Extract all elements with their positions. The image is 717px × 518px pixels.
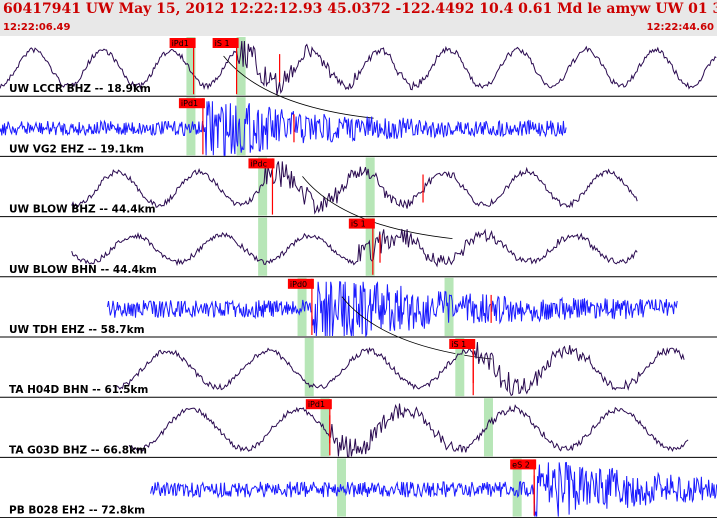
trace-3: iPdc UW BLOW BHZ -- 44.4km	[0, 157, 717, 239]
pick-flag[interactable]	[510, 459, 537, 470]
pick-label: iPd1	[172, 39, 189, 48]
pick-flag[interactable]	[248, 158, 275, 169]
waveform	[114, 341, 685, 397]
trace-label: TA H04D BHN -- 61.5km	[9, 384, 148, 396]
trace-label: UW TDH EHZ -- 58.7km	[9, 324, 145, 336]
pick-label: iPd0	[290, 280, 307, 289]
phase-window	[186, 97, 196, 156]
phase-window	[236, 97, 246, 156]
trace-label: UW VG2 EHZ -- 19.1km	[9, 143, 144, 155]
trace-label: TA G03D BHZ -- 66.8km	[9, 444, 147, 456]
trace-6: iS 1 TA H04D BHN -- 61.5km	[0, 338, 717, 398]
pick-label: eS 2	[512, 460, 530, 469]
event-header: 60417941 UW May 15, 2012 12:22:12.93 45.…	[0, 0, 717, 36]
trace-7: iPd1 TA G03D BHZ -- 66.8km	[0, 398, 717, 458]
pick-flag[interactable]	[212, 38, 239, 48]
phase-window	[258, 157, 268, 216]
pick-label: iPd1	[181, 99, 198, 108]
pick-flag[interactable]	[287, 278, 314, 289]
phase-window	[236, 37, 246, 96]
phase-window	[455, 338, 465, 397]
waveform	[128, 403, 689, 457]
phase-window	[320, 398, 330, 457]
travel-time-curve	[341, 296, 492, 360]
trace-label: PB B028 EH2 -- 72.8km	[9, 505, 145, 517]
pick-flag[interactable]	[305, 399, 332, 410]
pick-flag[interactable]	[449, 339, 476, 349]
trace-label: UW BLOW BHN -- 44.4km	[9, 264, 157, 276]
trace-8: eS 2 PB B028 EH2 -- 72.8km	[0, 458, 717, 518]
waveform	[150, 461, 717, 517]
waveform	[0, 101, 567, 156]
seismogram-plot: iPd1 iS 1 UW LCCR BHZ -- 18.9km iPd1 UW VG2 …	[0, 37, 717, 518]
waveform	[107, 281, 678, 338]
pick-label: iS 1	[351, 220, 366, 229]
trace-2: iPd1 UW VG2 EHZ -- 19.1km	[0, 97, 717, 157]
trace-5: iPd0 UW TDH EHZ -- 58.7km	[0, 277, 717, 360]
pick-flag[interactable]	[348, 218, 375, 229]
phase-window	[512, 458, 522, 517]
phase-window	[304, 338, 314, 397]
waveform	[71, 228, 638, 268]
trace-4: iS 1 UW BLOW BHN -- 44.4km	[0, 217, 717, 278]
waveform	[71, 161, 638, 215]
trace-label: UW LCCR BHZ -- 18.9km	[9, 83, 151, 95]
phase-window	[258, 217, 268, 276]
phase-window	[483, 398, 493, 457]
pick-label: iPd1	[308, 400, 325, 409]
phase-window	[186, 37, 196, 96]
pick-label: iS 1	[215, 39, 230, 48]
phase-window	[365, 157, 375, 216]
travel-time-curve	[302, 176, 453, 239]
trace-1: iPd1 iS 1 UW LCCR BHZ -- 18.9km	[0, 37, 717, 119]
pick-label: iPdc	[250, 159, 267, 168]
pick-label: iS 1	[451, 340, 466, 349]
pick-flag[interactable]	[178, 98, 205, 109]
travel-time-curve	[223, 55, 374, 119]
end-time: 12:22:44.60	[646, 22, 714, 33]
pick-flag[interactable]	[169, 38, 196, 48]
start-time: 12:22:06.49	[3, 22, 71, 33]
trace-label: UW BLOW BHZ -- 44.4km	[9, 204, 156, 216]
waveform	[0, 40, 717, 96]
event-title: 60417941 UW May 15, 2012 12:22:12.93 45.…	[3, 1, 717, 17]
